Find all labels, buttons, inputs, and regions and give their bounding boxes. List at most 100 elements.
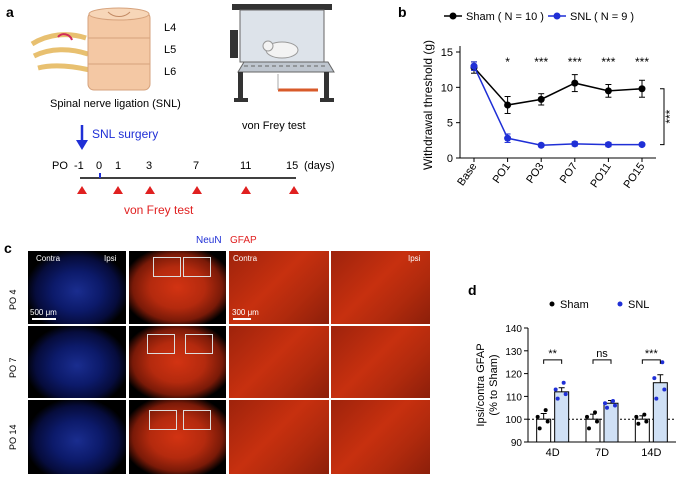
contra-label: Contra <box>36 254 61 263</box>
x-tick-label: 14D <box>641 447 661 459</box>
roi-box <box>183 257 211 277</box>
legend-label-snl: SNL <box>628 299 649 311</box>
tick-label-15: 15 <box>286 160 299 172</box>
von-frey-timepoint-marker <box>192 186 202 194</box>
individual-point-sham <box>587 426 591 431</box>
timeline <box>76 125 299 194</box>
individual-point-sham <box>545 419 550 424</box>
individual-point-sham <box>644 419 649 424</box>
y-tick-label: 90 <box>511 438 523 449</box>
significance-star: *** <box>568 55 582 69</box>
y-tick-label: 110 <box>506 392 522 403</box>
significance-label: ns <box>596 348 608 360</box>
individual-point-sham <box>543 408 548 413</box>
significance-star: *** <box>534 55 548 69</box>
significance-label: *** <box>645 348 659 360</box>
tick-label-1: 1 <box>115 160 122 172</box>
y-tick-label: 120 <box>505 370 522 381</box>
row-label-po7: PO 7 <box>8 357 18 378</box>
data-point-sham <box>638 85 646 93</box>
legend-label-snl: SNL ( N = 9 ) <box>570 11 634 23</box>
level-l6: L6 <box>164 66 177 78</box>
individual-point-sham <box>634 414 639 419</box>
scale-bar-300 <box>233 318 251 320</box>
x-tick-label: 4D <box>546 447 560 459</box>
scale-bar-500 <box>32 318 56 320</box>
data-point-sham <box>604 87 612 95</box>
tick-label-minus1: -1 <box>74 160 84 172</box>
individual-point-snl <box>555 396 560 401</box>
gfap-zoom-ipsi-po14 <box>331 400 430 474</box>
tick-label-3: 3 <box>146 160 153 172</box>
legend-dot-sham <box>549 301 555 307</box>
x-tick-label: PO15 <box>621 161 647 191</box>
von-frey-timepoint-marker <box>289 186 299 194</box>
roi-box <box>185 334 213 354</box>
snl-caption: Spinal nerve ligation (SNL) <box>50 98 181 110</box>
series-line-snl <box>473 65 642 147</box>
individual-point-sham <box>585 414 589 419</box>
stain-neun-label: NeuN <box>196 235 222 246</box>
legend-label-sham: Sham <box>560 299 589 311</box>
timeline-unit: (days) <box>304 160 335 172</box>
x-tick-label: PO11 <box>588 161 613 190</box>
y-axis-label: Withdrawal threshold (g) <box>421 40 435 170</box>
gfap-zoom-contra-po7 <box>229 326 329 398</box>
gfap-zoom-ipsi-po7 <box>331 326 430 398</box>
neun-image-po4 <box>28 251 126 324</box>
individual-point-snl <box>563 392 568 397</box>
panel-a-letter: a <box>6 4 14 20</box>
individual-point-snl <box>605 405 609 410</box>
gfap-zoom-contra-po14 <box>229 400 329 474</box>
withdrawal-threshold-chart: Sham ( N = 10 ) SNL ( N = 9 ) 0 5 10 15 Base P… <box>421 11 677 191</box>
individual-point-sham <box>593 410 597 415</box>
ipsi-zoom-label: Ipsi <box>408 254 421 263</box>
x-tick-label: PO3 <box>524 161 546 186</box>
von-frey-timepoint-marker <box>77 186 87 194</box>
spinal-cord-illustration <box>30 7 151 91</box>
contra-zoom-label: Contra <box>233 254 258 263</box>
neun-image-po14 <box>28 400 126 474</box>
data-point-sham <box>504 101 512 109</box>
panel-d-letter: d <box>468 282 477 298</box>
individual-point-snl <box>611 398 615 403</box>
individual-point-snl <box>561 380 566 385</box>
individual-point-snl <box>654 396 659 401</box>
individual-point-snl <box>613 403 617 408</box>
y-tick-label: 130 <box>505 347 522 358</box>
von-frey-apparatus-illustration <box>230 4 335 102</box>
data-point-snl <box>604 141 612 149</box>
timeline-po-label: PO <box>52 160 68 172</box>
scale-label-300: 300 μm <box>232 308 259 317</box>
data-point-snl <box>504 134 512 142</box>
y-tick-label: 140 <box>505 324 522 335</box>
level-l5: L5 <box>164 44 177 56</box>
legend-dot-snl <box>617 301 623 307</box>
roi-box <box>153 257 181 277</box>
scale-label-500: 500 μm <box>30 308 57 317</box>
significance-star: *** <box>601 55 615 69</box>
tick-label-7: 7 <box>193 160 200 172</box>
individual-point-sham <box>642 412 647 417</box>
y-tick-label: 5 <box>447 118 453 130</box>
significance-bracket <box>543 359 563 364</box>
y-tick-label: 100 <box>505 415 522 426</box>
neun-image-po7 <box>28 326 126 398</box>
level-l4: L4 <box>164 22 177 34</box>
x-tick-label: PO7 <box>558 161 580 186</box>
individual-point-snl <box>553 387 558 392</box>
x-tick-label: Base <box>455 161 479 188</box>
individual-point-snl <box>662 387 667 392</box>
individual-point-sham <box>537 426 542 431</box>
y-axis-label-line1: Ipsi/contra GFAP <box>475 343 487 426</box>
panel-b-letter: b <box>398 4 407 20</box>
individual-point-sham <box>636 421 641 426</box>
ipsi-label: Ipsi <box>104 254 117 263</box>
bar-sham <box>536 418 552 443</box>
y-tick-label: 0 <box>447 153 453 165</box>
gfap-bar-chart: Sham SNL 90 100 110 120 130 140 Ipsi/contra GFA… <box>475 299 676 459</box>
gfap-zoom-contra-po4 <box>229 251 329 324</box>
legend-marker-snl <box>553 12 561 20</box>
legend-marker-sham <box>449 12 457 20</box>
x-tick-label: 7D <box>595 447 609 459</box>
